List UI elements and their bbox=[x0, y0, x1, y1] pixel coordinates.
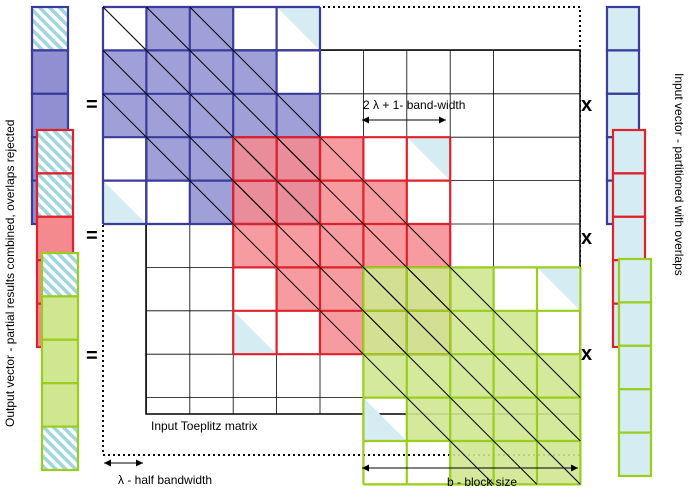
block-green bbox=[362, 266, 582, 486]
vector-cell bbox=[35, 128, 75, 175]
band-diagonal bbox=[406, 267, 581, 442]
band-width-label: 2 λ + 1- band-width bbox=[363, 98, 465, 112]
band-edge-triangle-red-bottom bbox=[233, 310, 277, 355]
block-size-label: b - block size bbox=[447, 475, 517, 489]
band-edge-triangle-blue-top bbox=[276, 7, 320, 51]
output-vector-green bbox=[40, 251, 80, 472]
band-diagonal bbox=[189, 6, 321, 138]
input-vector-label: Input vector - partitioned with overlaps bbox=[672, 73, 686, 276]
band-diagonal bbox=[319, 136, 451, 268]
matrix-label: Input Toeplitz matrix bbox=[151, 419, 258, 433]
times-sign-3: x bbox=[581, 343, 592, 365]
vector-cell bbox=[617, 431, 653, 478]
equals-sign-2: = bbox=[86, 225, 98, 247]
vector-cell bbox=[617, 344, 653, 391]
vector-cell bbox=[617, 388, 653, 434]
band-edge-triangle-green-top bbox=[537, 267, 581, 311]
vector-cell bbox=[605, 5, 641, 52]
band-diagonal bbox=[449, 267, 581, 398]
vector-cell bbox=[611, 215, 647, 262]
input-vector-green bbox=[617, 257, 653, 478]
vector-cell bbox=[30, 49, 70, 95]
vector-cell bbox=[605, 49, 641, 95]
vector-cell bbox=[611, 128, 647, 175]
vector-cell bbox=[40, 382, 80, 428]
band-diagonal bbox=[363, 353, 494, 485]
half-bandwidth-label: λ - half bandwidth bbox=[118, 473, 212, 487]
band-edge-triangle-blue-bottom bbox=[103, 180, 147, 224]
vector-cell bbox=[611, 172, 647, 218]
band-diagonal bbox=[363, 310, 538, 485]
times-sign-1: x bbox=[581, 94, 592, 116]
vector-cell bbox=[617, 257, 653, 304]
equals-sign-1: = bbox=[86, 94, 98, 116]
band-edge-triangle-green-bottom bbox=[363, 397, 407, 441]
equals-sign-3: = bbox=[86, 345, 98, 367]
vector-cell bbox=[40, 425, 80, 472]
vector-cell bbox=[30, 5, 70, 52]
band-diagonal bbox=[232, 223, 364, 355]
vector-cell bbox=[617, 301, 653, 347]
times-sign-2: x bbox=[581, 227, 592, 249]
band-edge-triangle-red-top bbox=[406, 137, 451, 181]
band-width-arrow bbox=[362, 116, 446, 124]
vector-cell bbox=[40, 251, 80, 298]
half-bandwidth-arrow bbox=[104, 459, 143, 467]
block-size-arrow bbox=[362, 464, 578, 472]
output-vector-label: Output vector - partial results combined… bbox=[3, 120, 17, 427]
vector-cell bbox=[40, 338, 80, 385]
band-diagonal bbox=[102, 93, 234, 225]
vector-cell bbox=[40, 295, 80, 341]
band-diagonal bbox=[363, 267, 581, 485]
vector-cell bbox=[35, 172, 75, 218]
